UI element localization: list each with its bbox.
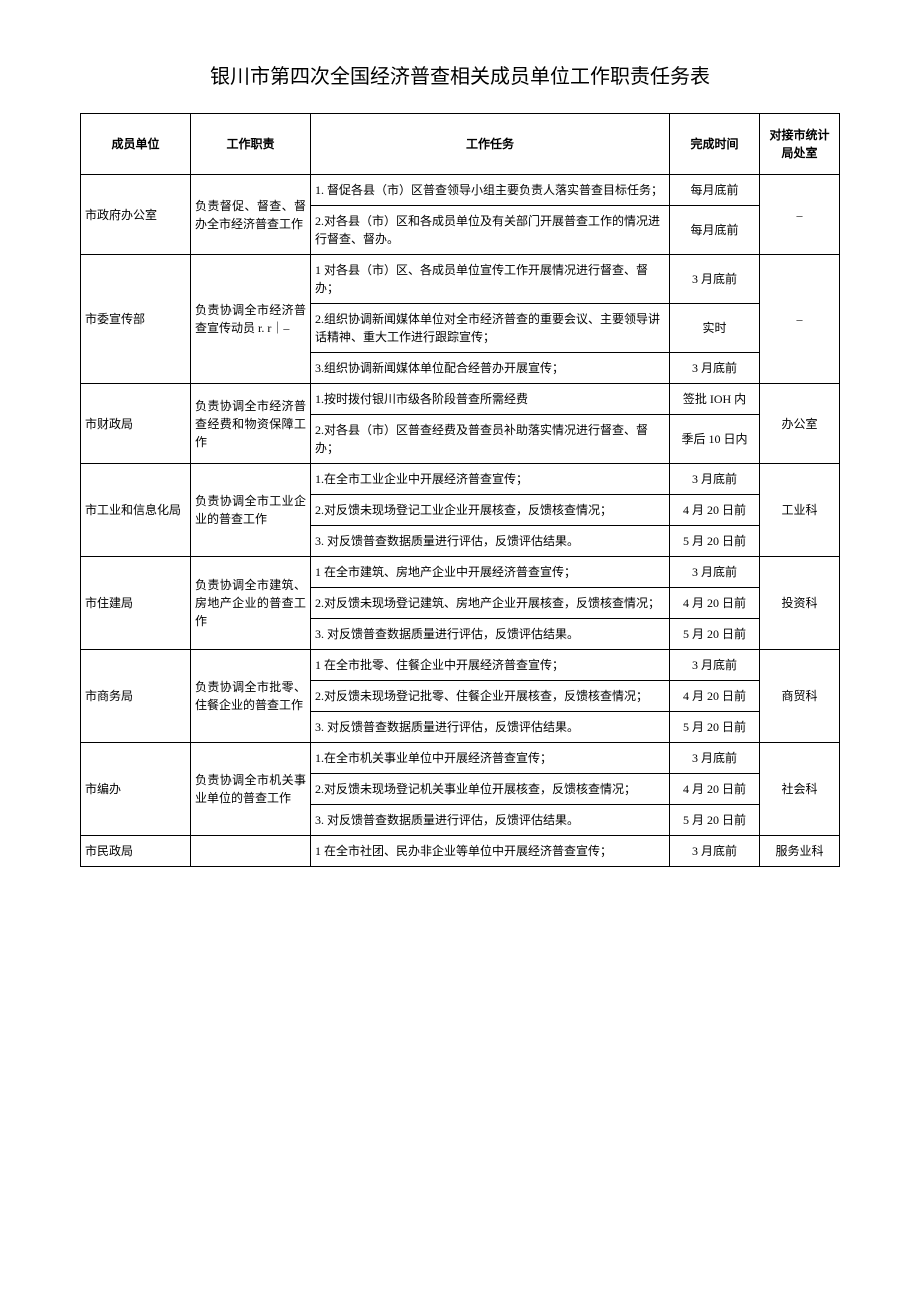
- cell-time: 签批 IOH 内: [670, 384, 760, 415]
- header-unit: 成员单位: [81, 114, 191, 175]
- table-row: 市民政局 1 在全市社团、民办非企业等单位中开展经济普查宣传；3 月底前服务业科: [81, 836, 840, 867]
- table-row: 市商务局负责协调全市批零、住餐企业的普查工作1 在全市批零、住餐企业中开展经济普…: [81, 650, 840, 681]
- cell-unit: 市财政局: [81, 384, 191, 464]
- cell-task: 1 在全市社团、民办非企业等单位中开展经济普查宣传；: [311, 836, 670, 867]
- cell-time: 4 月 20 日前: [670, 588, 760, 619]
- header-row: 成员单位 工作职责 工作任务 完成时间 对接市统计局处室: [81, 114, 840, 175]
- cell-unit: 市编办: [81, 743, 191, 836]
- cell-dept: 服务业科: [760, 836, 840, 867]
- cell-task: 1.在全市机关事业单位中开展经济普查宣传；: [311, 743, 670, 774]
- header-duty: 工作职责: [191, 114, 311, 175]
- cell-time: 4 月 20 日前: [670, 774, 760, 805]
- cell-duty: [191, 836, 311, 867]
- cell-time: 实时: [670, 304, 760, 353]
- cell-unit: 市政府办公室: [81, 175, 191, 255]
- cell-task: 2.对反馈未现场登记批零、住餐企业开展核查，反馈核查情况；: [311, 681, 670, 712]
- cell-time: 3 月底前: [670, 650, 760, 681]
- cell-task: 3. 对反馈普查数据质量进行评估，反馈评估结果。: [311, 619, 670, 650]
- cell-time: 4 月 20 日前: [670, 495, 760, 526]
- cell-time: 3 月底前: [670, 836, 760, 867]
- cell-duty: 负责协调全市工业企业的普查工作: [191, 464, 311, 557]
- cell-unit: 市民政局: [81, 836, 191, 867]
- table-row: 市财政局负责协调全市经济普查经费和物资保障工作1.按时拨付银川市级各阶段普查所需…: [81, 384, 840, 415]
- table-row: 市委宣传部负责协调全市经济普查宣传动员 r. r｜–1 对各县（市）区、各成员单…: [81, 255, 840, 304]
- cell-time: 3 月底前: [670, 743, 760, 774]
- table-row: 市编办负责协调全市机关事业单位的普查工作1.在全市机关事业单位中开展经济普查宣传…: [81, 743, 840, 774]
- cell-duty: 负责协调全市建筑、房地产企业的普查工作: [191, 557, 311, 650]
- duties-table: 成员单位 工作职责 工作任务 完成时间 对接市统计局处室 市政府办公室负责督促、…: [80, 113, 840, 867]
- cell-task: 3. 对反馈普查数据质量进行评估，反馈评估结果。: [311, 805, 670, 836]
- cell-unit: 市住建局: [81, 557, 191, 650]
- cell-time: 3 月底前: [670, 464, 760, 495]
- cell-task: 1 在全市建筑、房地产企业中开展经济普查宣传；: [311, 557, 670, 588]
- cell-task: 1 对各县（市）区、各成员单位宣传工作开展情况进行督查、督办；: [311, 255, 670, 304]
- cell-task: 2.对反馈未现场登记机关事业单位开展核查，反馈核查情况；: [311, 774, 670, 805]
- cell-task: 2.对各县（市）区和各成员单位及有关部门开展普查工作的情况进行督查、督办。: [311, 206, 670, 255]
- cell-task: 2.对反馈未现场登记建筑、房地产企业开展核查，反馈核查情况；: [311, 588, 670, 619]
- cell-dept: 工业科: [760, 464, 840, 557]
- page-title: 银川市第四次全国经济普查相关成员单位工作职责任务表: [80, 60, 840, 89]
- cell-dept: 办公室: [760, 384, 840, 464]
- cell-duty: 负责协调全市机关事业单位的普查工作: [191, 743, 311, 836]
- cell-task: 2.对反馈未现场登记工业企业开展核查，反馈核查情况；: [311, 495, 670, 526]
- cell-unit: 市工业和信息化局: [81, 464, 191, 557]
- cell-task: 1 在全市批零、住餐企业中开展经济普查宣传；: [311, 650, 670, 681]
- cell-time: 每月底前: [670, 175, 760, 206]
- header-task: 工作任务: [311, 114, 670, 175]
- cell-duty: 负责协调全市批零、住餐企业的普查工作: [191, 650, 311, 743]
- cell-task: 2.对各县（市）区普查经费及普查员补助落实情况进行督查、督办；: [311, 415, 670, 464]
- cell-duty: 负责督促、督查、督办全市经济普查工作: [191, 175, 311, 255]
- cell-duty: 负责协调全市经济普查经费和物资保障工作: [191, 384, 311, 464]
- cell-task: 3. 对反馈普查数据质量进行评估，反馈评估结果。: [311, 712, 670, 743]
- cell-task: 3.组织协调新闻媒体单位配合经普办开展宣传；: [311, 353, 670, 384]
- cell-task: 3. 对反馈普查数据质量进行评估，反馈评估结果。: [311, 526, 670, 557]
- cell-task: 1. 督促各县（市）区普查领导小组主要负责人落实普查目标任务；: [311, 175, 670, 206]
- cell-task: 1.按时拨付银川市级各阶段普查所需经费: [311, 384, 670, 415]
- cell-dept: 商贸科: [760, 650, 840, 743]
- cell-time: 3 月底前: [670, 557, 760, 588]
- cell-task: 2.组织协调新闻媒体单位对全市经济普查的重要会议、主要领导讲话精神、重大工作进行…: [311, 304, 670, 353]
- cell-time: 每月底前: [670, 206, 760, 255]
- cell-time: 3 月底前: [670, 353, 760, 384]
- table-row: 市住建局负责协调全市建筑、房地产企业的普查工作1 在全市建筑、房地产企业中开展经…: [81, 557, 840, 588]
- cell-time: 3 月底前: [670, 255, 760, 304]
- cell-unit: 市委宣传部: [81, 255, 191, 384]
- cell-dept: 投资科: [760, 557, 840, 650]
- cell-task: 1.在全市工业企业中开展经济普查宣传；: [311, 464, 670, 495]
- cell-duty: 负责协调全市经济普查宣传动员 r. r｜–: [191, 255, 311, 384]
- cell-time: 5 月 20 日前: [670, 526, 760, 557]
- cell-unit: 市商务局: [81, 650, 191, 743]
- cell-time: 4 月 20 日前: [670, 681, 760, 712]
- cell-dept: –: [760, 255, 840, 384]
- header-time: 完成时间: [670, 114, 760, 175]
- cell-time: 5 月 20 日前: [670, 619, 760, 650]
- cell-dept: –: [760, 175, 840, 255]
- cell-dept: 社会科: [760, 743, 840, 836]
- table-row: 市工业和信息化局负责协调全市工业企业的普查工作1.在全市工业企业中开展经济普查宣…: [81, 464, 840, 495]
- cell-time: 5 月 20 日前: [670, 712, 760, 743]
- cell-time: 季后 10 日内: [670, 415, 760, 464]
- cell-time: 5 月 20 日前: [670, 805, 760, 836]
- header-dept: 对接市统计局处室: [760, 114, 840, 175]
- table-row: 市政府办公室负责督促、督查、督办全市经济普查工作1. 督促各县（市）区普查领导小…: [81, 175, 840, 206]
